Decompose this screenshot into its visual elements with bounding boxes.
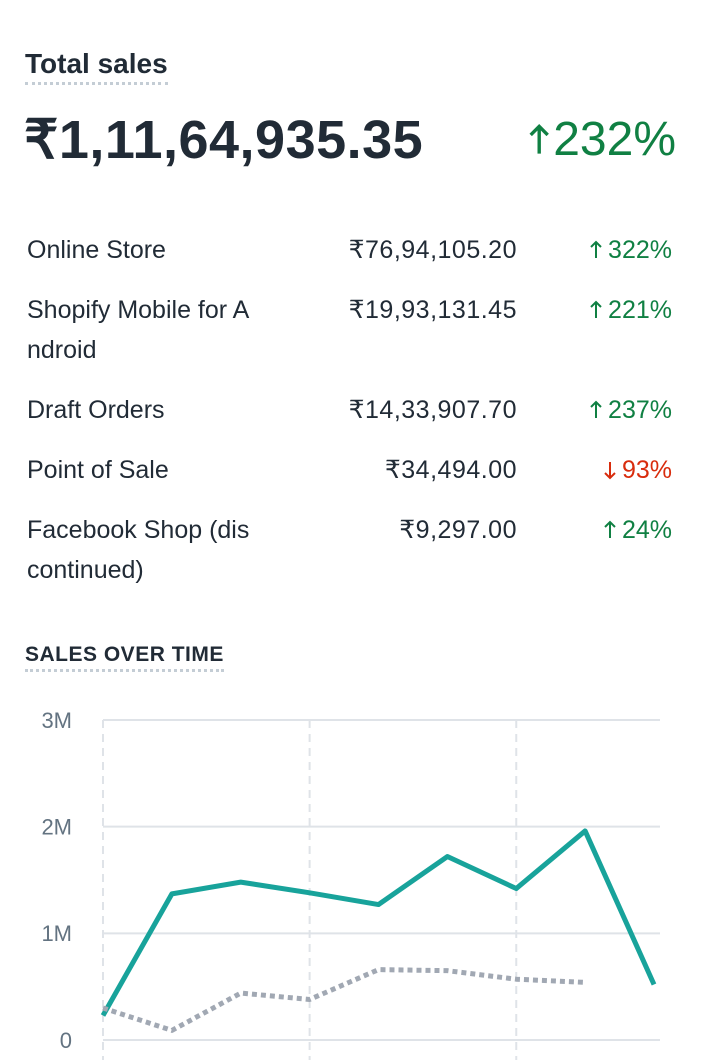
series-line bbox=[100, 828, 657, 1017]
channel-name: Facebook Shop (discontinued) bbox=[27, 516, 250, 584]
series-line bbox=[102, 967, 586, 1033]
channel-name: Shopify Mobile for Android bbox=[27, 296, 250, 364]
channel-name: Point of Sale bbox=[27, 456, 169, 484]
channel-change: 93% bbox=[604, 450, 672, 490]
arrow-icon bbox=[604, 462, 616, 480]
chart-title: SALES OVER TIME bbox=[25, 643, 224, 672]
arrow-icon bbox=[590, 300, 602, 318]
channel-change: 237% bbox=[590, 390, 672, 430]
change-text: 237% bbox=[608, 396, 672, 424]
y-tick-label: 0 bbox=[60, 1028, 72, 1053]
channel-sales: ₹76,94,105.20 bbox=[348, 236, 517, 264]
y-tick-label: 1M bbox=[41, 921, 72, 946]
arrow-icon bbox=[590, 240, 602, 258]
change-text: 232% bbox=[553, 113, 676, 166]
arrow-icon bbox=[590, 400, 602, 418]
channel-sales: ₹14,33,907.70 bbox=[348, 396, 517, 424]
change-text: 93% bbox=[621, 456, 672, 484]
channel-sales: ₹9,297.00 bbox=[399, 516, 517, 544]
channel-sales: ₹34,494.00 bbox=[384, 456, 517, 484]
change-text: 322% bbox=[608, 236, 672, 264]
channel-change: 221% bbox=[590, 290, 672, 330]
channel-name: Online Store bbox=[27, 236, 166, 264]
title: Total sales bbox=[25, 48, 168, 85]
change-text: 221% bbox=[608, 296, 672, 324]
channel-name: Draft Orders bbox=[27, 396, 165, 424]
total: ₹1,11,64,935.35 bbox=[24, 110, 424, 170]
total-change: 232% bbox=[529, 112, 676, 167]
y-tick-label: 3M bbox=[41, 708, 72, 733]
channel-change: 24% bbox=[604, 510, 672, 550]
channel-sales: ₹19,93,131.45 bbox=[348, 296, 517, 324]
channel-change: 322% bbox=[590, 230, 672, 270]
y-tick-label: 2M bbox=[41, 814, 72, 839]
chart: 0 1M 2M 3M bbox=[41, 708, 660, 1060]
change-text: 24% bbox=[621, 516, 672, 544]
arrow-icon bbox=[529, 123, 549, 154]
arrow-icon bbox=[604, 520, 616, 538]
